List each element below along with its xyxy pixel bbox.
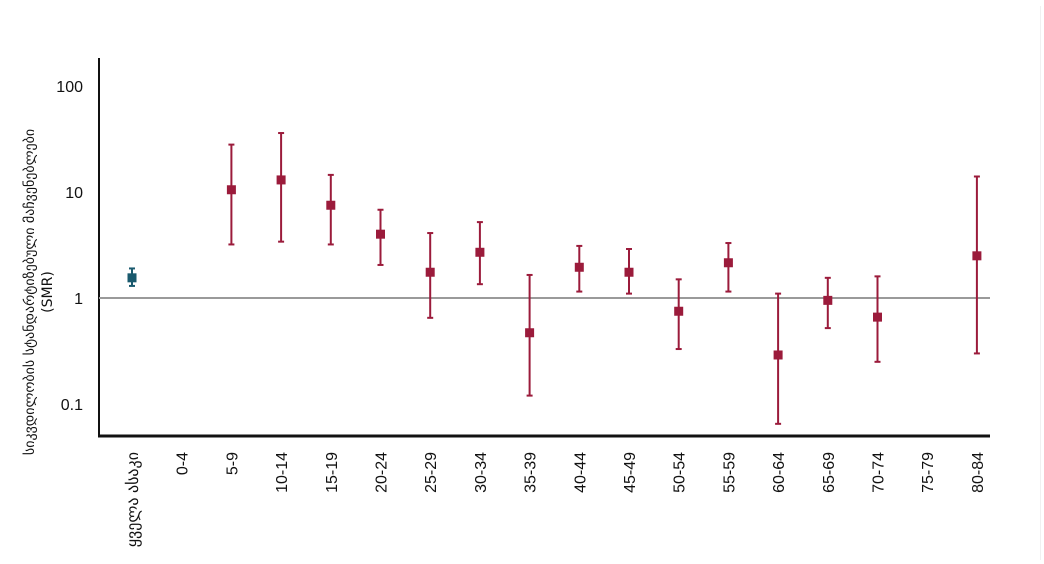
y-axis-label-line2: (SMR): [40, 271, 56, 313]
x-tick-label: 80-84: [970, 452, 987, 493]
data-point: [326, 200, 336, 210]
x-tick-label: 55-59: [721, 452, 738, 493]
plot-area: 0.1 1 10 100 ყველა ასაკი 0-4 5-9 10-14 15-19 20-2…: [56, 58, 990, 547]
x-tick-label: 45-49: [622, 452, 639, 493]
y-axis-label: სიკვდილობის სტანდარტიზებული მაჩვენებლები…: [21, 129, 56, 455]
chart-frame: სიკვდილობის სტანდარტიზებული მაჩვენებლები…: [6, 6, 1041, 560]
data-point: [276, 175, 286, 185]
data-point: [873, 312, 882, 322]
x-tick-label: 65-69: [821, 452, 838, 493]
x-tick-label: 5-9: [224, 452, 241, 475]
data-point: [723, 258, 733, 268]
x-tick-label: 35-39: [523, 452, 540, 493]
x-tick-label: 50-54: [672, 452, 689, 493]
data-point: [376, 229, 385, 239]
x-tick-label: 40-44: [572, 452, 589, 493]
data-point: [674, 306, 684, 316]
y-axis-label-line1: სიკვდილობის სტანდარტიზებული მაჩვენებლები: [21, 129, 38, 455]
data-point: [574, 262, 584, 272]
data-point: [475, 247, 485, 257]
data-point: [525, 328, 535, 338]
y-tick-label: 10: [65, 185, 83, 202]
data-point: [226, 185, 236, 195]
x-tick-label: 15-19: [324, 452, 341, 493]
x-tick-label: 10-14: [274, 452, 291, 493]
data-point: [425, 267, 435, 277]
data-point: [624, 267, 634, 277]
data-point: [972, 251, 982, 261]
x-tick-label: 0-4: [175, 452, 192, 475]
data-point: [127, 273, 137, 283]
x-tick-label: 30-34: [473, 452, 490, 493]
x-tick-label: 70-74: [871, 452, 888, 493]
x-tick-label: 75-79: [920, 452, 937, 493]
y-tick-label: 0.1: [61, 397, 83, 414]
data-point: [773, 350, 783, 360]
x-tick-label: ყველა ასაკი: [124, 452, 142, 547]
x-tick-label: 60-64: [771, 452, 788, 493]
x-tick-label: 25-29: [423, 452, 440, 493]
smr-chart: სიკვდილობის სტანდარტიზებული მაჩვენებლები…: [21, 58, 990, 547]
y-tick-label: 1: [74, 291, 83, 308]
x-tick-label: 20-24: [374, 452, 391, 493]
y-tick-label: 100: [56, 79, 83, 96]
data-point: [823, 295, 833, 305]
